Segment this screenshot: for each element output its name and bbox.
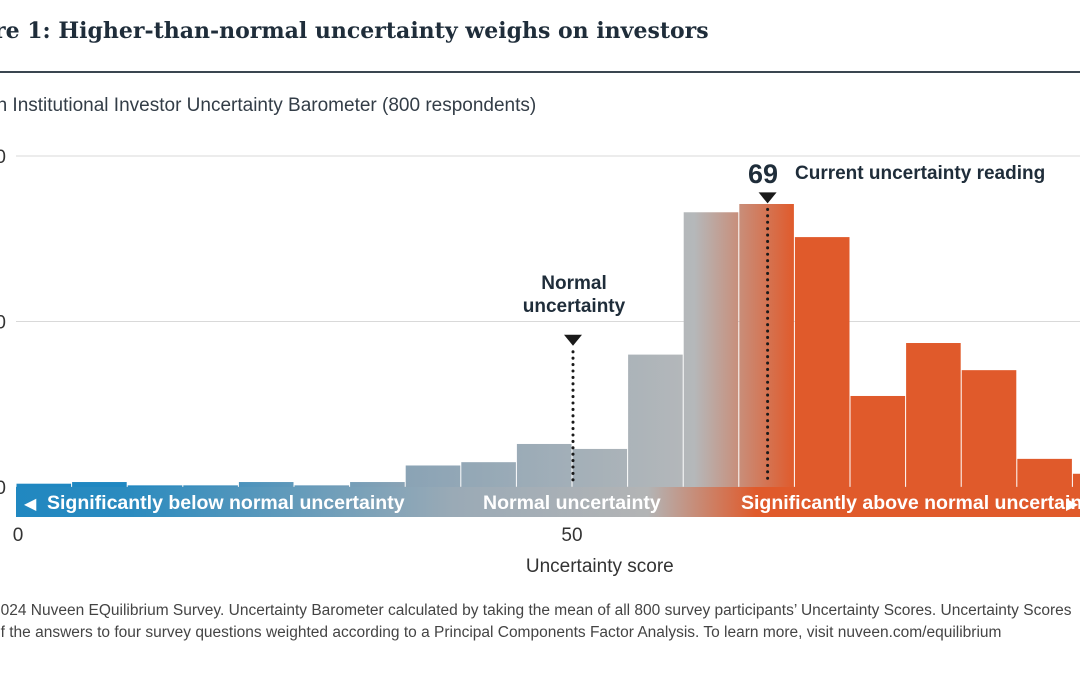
current-reading-label: Current uncertainty reading	[795, 163, 1045, 184]
source-note: 2024 Nuveen EQuilibrium Survey. Uncertai…	[0, 600, 1071, 644]
x-tick-label: 0	[13, 525, 24, 546]
y-tick-label: 0	[0, 147, 6, 168]
band-label-below-normal: Significantly below normal uncertainty	[47, 492, 405, 514]
histogram-bar	[739, 203, 794, 487]
histogram-bar	[683, 212, 739, 487]
histogram-bar	[794, 237, 850, 487]
x-tick-label: 50	[561, 525, 582, 546]
current-marker-triangle-icon	[758, 192, 777, 204]
band-label-above-normal: Significantly above normal uncertainty	[741, 492, 1080, 514]
histogram-bar	[906, 343, 961, 487]
histogram-bar	[628, 354, 683, 487]
normal-uncertainty-marker: Normal uncertainty	[523, 273, 626, 486]
histogram-bar	[516, 443, 572, 487]
histogram-bar	[405, 465, 461, 487]
histogram-bar	[238, 482, 294, 487]
histogram-bar	[72, 482, 127, 487]
histogram-chart: 0 0 0 ◀ Significantly below normal uncer…	[0, 147, 1080, 577]
histogram-bar	[1017, 458, 1072, 487]
histogram-bar	[16, 483, 72, 487]
uncertainty-band	[16, 487, 1080, 517]
histogram-bar	[461, 462, 516, 487]
histogram-bar	[183, 485, 238, 487]
figure-title: re 1: Higher-than-normal uncertainty wei…	[0, 18, 709, 44]
current-reading-marker: 69 Current uncertainty reading	[748, 159, 1045, 486]
band-label-normal: Normal uncertainty	[483, 492, 661, 514]
histogram-bar	[961, 370, 1017, 487]
right-arrow-icon: ▶	[1066, 496, 1079, 513]
left-arrow-icon: ◀	[24, 496, 37, 513]
x-axis-label: Uncertainty score	[526, 556, 674, 577]
source-line: 2024 Nuveen EQuilibrium Survey. Uncertai…	[0, 602, 1072, 619]
y-axis-tick-labels: 0 0 0	[0, 147, 6, 499]
figure-subtitle: en Institutional Investor Uncertainty Ba…	[0, 95, 537, 116]
normal-marker-triangle-icon	[564, 334, 582, 346]
y-tick-label: 0	[0, 478, 6, 499]
histogram-bar	[1072, 473, 1080, 487]
histogram-bar	[850, 395, 906, 487]
current-reading-value: 69	[748, 159, 778, 189]
source-line: of the answers to four survey questions …	[0, 624, 1002, 641]
title-divider	[0, 71, 1080, 73]
y-tick-label: 0	[0, 313, 6, 334]
histogram-bar	[350, 482, 405, 487]
histogram-bar	[572, 448, 628, 487]
normal-marker-label: uncertainty	[523, 296, 626, 317]
histogram-bar	[127, 485, 183, 487]
x-axis-tick-labels: 0 50	[13, 525, 583, 546]
histogram-bar	[294, 485, 350, 487]
normal-marker-label: Normal	[541, 273, 606, 294]
histogram-bars	[16, 203, 1080, 487]
